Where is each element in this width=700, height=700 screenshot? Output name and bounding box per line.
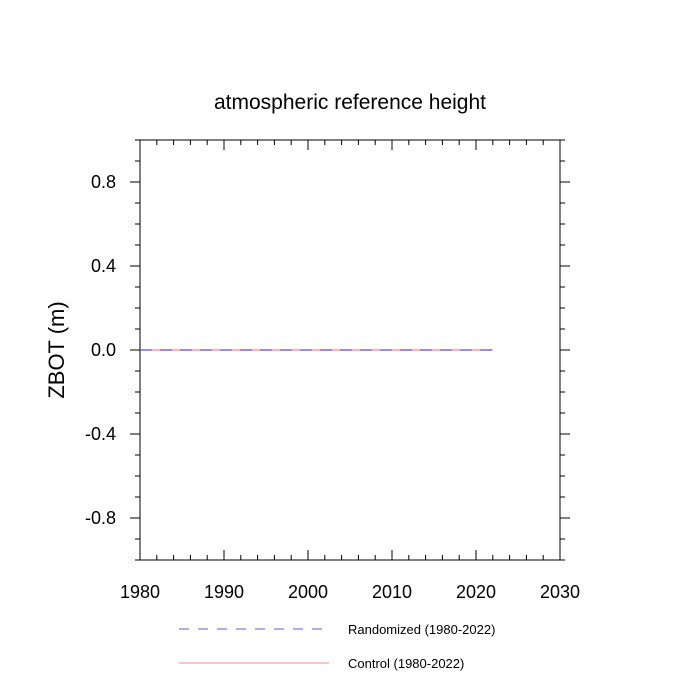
x-tick-label: 2000 xyxy=(288,582,328,602)
y-tick-label: 0.0 xyxy=(91,340,116,360)
x-tick-label: 2010 xyxy=(372,582,412,602)
y-tick-label: 0.4 xyxy=(91,256,116,276)
chart-title: atmospheric reference height xyxy=(214,91,486,114)
x-axis: 1980 1990 2000 2010 2020 2030 xyxy=(120,140,580,602)
legend-label: Randomized (1980-2022) xyxy=(348,622,495,637)
x-tick-label: 1980 xyxy=(120,582,160,602)
legend-label: Control (1980-2022) xyxy=(348,656,464,671)
x-tick-label: 1990 xyxy=(204,582,244,602)
x-tick-label: 2030 xyxy=(540,582,580,602)
y-tick-label: -0.8 xyxy=(85,508,116,528)
x-tick-label: 2020 xyxy=(456,582,496,602)
y-tick-label: -0.4 xyxy=(85,424,116,444)
legend: Randomized (1980-2022) Control (1980-2022… xyxy=(179,622,495,671)
y-axis-label: ZBOT (m) xyxy=(44,301,69,398)
y-tick-label: 0.8 xyxy=(91,172,116,192)
y-axis: 0.8 0.4 0.0 -0.4 -0.8 xyxy=(85,139,570,561)
